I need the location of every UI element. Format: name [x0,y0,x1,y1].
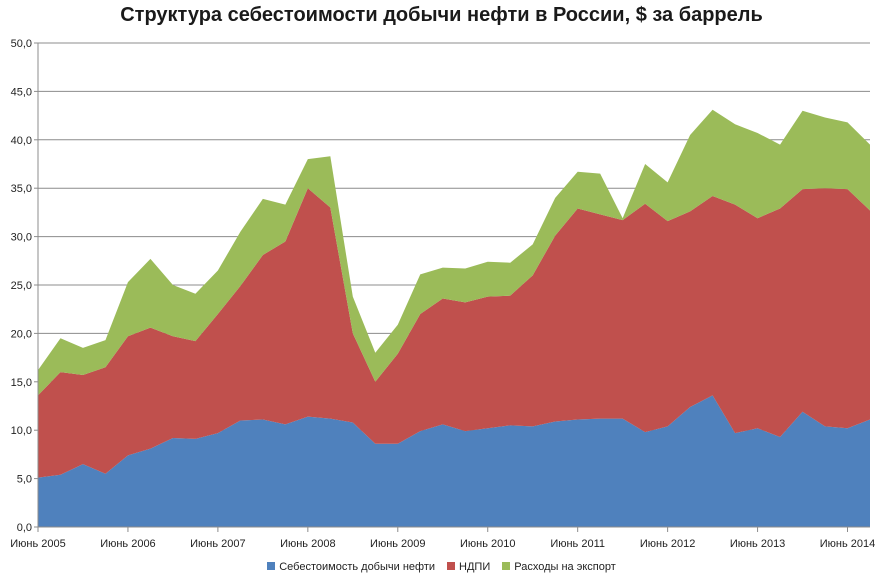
x-tick-label: Июнь 2008 [280,538,336,550]
legend-item: Себестоимость добычи нефти [267,561,435,573]
legend-label: НДПИ [459,561,491,573]
x-tick-label: Июнь 2012 [640,538,696,550]
chart-title: Структура себестоимости добычи нефти в Р… [120,4,763,26]
x-tick-label: Июнь 2010 [460,538,516,550]
legend-swatch [447,562,456,571]
legend-swatch [267,562,276,571]
legend: Себестоимость добычи нефти НДПИ Расходы на… [0,561,883,573]
y-tick-label: 45,0 [11,86,32,98]
legend-item: Расходы на экспорт [502,561,616,573]
y-tick-label: 50,0 [11,38,32,50]
x-axis-ticks: Июнь 2005 Июнь 2006 Июнь 2007 Июнь 2008 Июнь… [10,527,875,550]
x-tick-label: Июнь 2013 [730,538,786,550]
x-tick-label: Июнь 2005 [10,538,66,550]
legend-label: Себестоимость добычи нефти [279,561,436,573]
legend-label: Расходы на экспорт [514,561,616,573]
y-tick-label: 35,0 [11,183,32,195]
x-tick-label: Июнь 2009 [370,538,426,550]
y-tick-label: 15,0 [11,377,32,389]
y-tick-label: 25,0 [11,280,32,292]
y-tick-label: 30,0 [11,232,32,244]
x-tick-label: Июнь 2014 [820,538,876,550]
x-tick-label: Июнь 2011 [550,538,605,550]
area-series-НДПИ [38,188,870,478]
x-tick-label: Июнь 2007 [190,538,246,550]
area-series-Расходы на экспорт [38,109,870,396]
y-tick-label: 0,0 [17,522,32,534]
legend-swatch [502,562,511,571]
y-axis-ticks: 0,0 5,0 10,0 15,0 20,0 25,0 30,0 35,0 40,0 45,0 50… [11,38,38,534]
x-tick-label: Июнь 2006 [100,538,156,550]
area-series-Себестоимость добычи нефти [38,395,870,527]
y-tick-label: 40,0 [11,135,32,147]
y-tick-label: 5,0 [17,474,32,486]
area-series [38,109,870,527]
legend-item: НДПИ [447,561,490,573]
y-tick-label: 20,0 [11,328,32,340]
y-tick-label: 10,0 [11,425,32,437]
